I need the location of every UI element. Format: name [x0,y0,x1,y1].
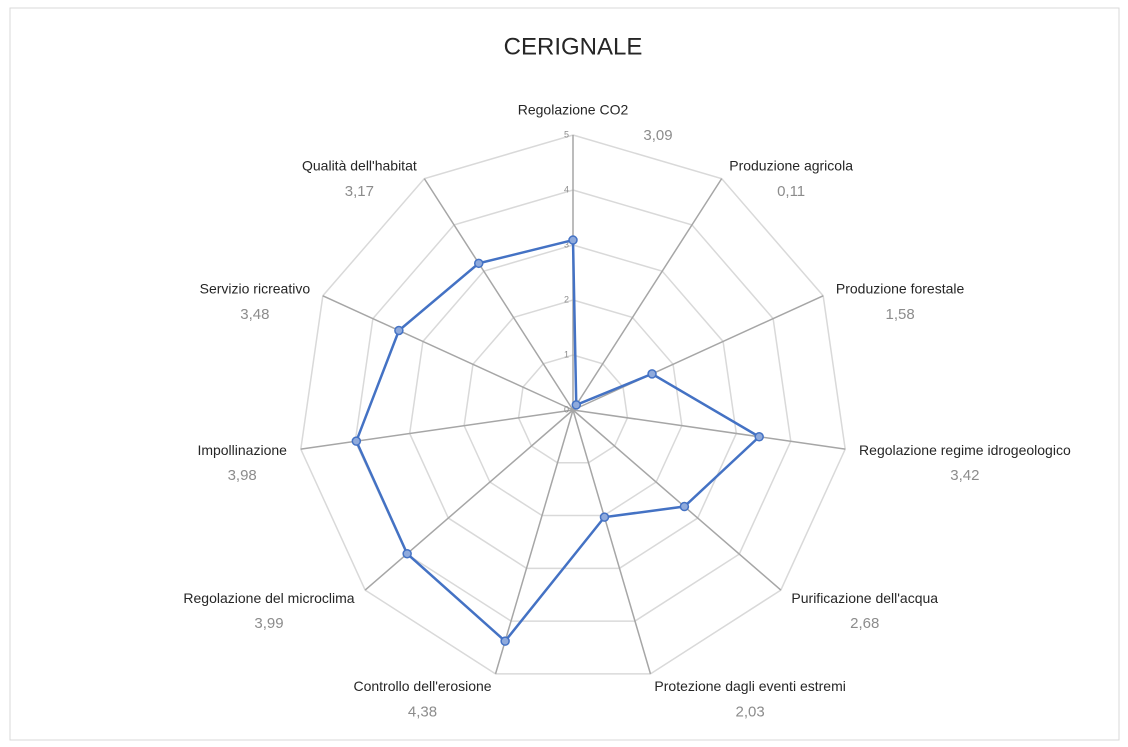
y-tick-label: 2 [564,294,569,304]
value-label: 4,38 [408,703,437,720]
grid-line [408,244,738,570]
chart-frame [9,7,1120,741]
spoke [572,178,723,411]
data-point [402,548,412,559]
category-label: Servizio ricreativo [200,281,311,297]
y-tick-label: 4 [564,184,569,194]
data-point [394,325,404,336]
category-label: Regolazione regime idrogeologico [859,442,1071,458]
category-label: Produzione forestale [836,281,965,297]
spoke [572,409,846,450]
data-point [473,258,484,269]
category-label: Purificazione dell'acqua [791,590,938,606]
category-label: Qualità dell'habitat [302,158,417,174]
data-point [571,400,582,410]
y-tick-label: 0 [564,404,569,414]
value-label: 3,48 [240,306,269,323]
grid-line [517,354,629,464]
spoke [572,409,652,675]
category-label: Regolazione del microclima [183,590,354,606]
data-point [599,512,610,522]
category-label: Impollinazione [197,442,287,458]
value-label: 3,17 [345,183,374,200]
spoke [423,178,574,411]
category-label: Produzione agricola [729,158,853,174]
spoke [364,409,574,591]
category-label: Controllo dell'erosione [353,678,491,694]
value-label: 2,68 [850,615,879,632]
value-label: 2,03 [736,703,765,720]
data-point [647,369,657,379]
value-label: 1,58 [885,306,914,323]
spoke [572,409,782,591]
data-point [568,235,578,245]
series-line [354,238,762,643]
y-tick-label: 3 [564,239,569,249]
value-label: 3,98 [228,467,257,484]
spoke [494,409,574,675]
value-label: 3,42 [950,467,979,484]
y-tick-label: 1 [564,349,569,359]
spoke [322,295,574,411]
value-label: 3,99 [254,615,283,632]
data-point [500,636,510,646]
data-point [679,501,690,512]
spoke [572,295,824,411]
value-label: 0,11 [777,183,805,200]
spoke [300,409,574,450]
chart-title: CERIGNALE [504,33,643,60]
value-label: 3,09 [643,127,672,144]
data-point [754,432,764,442]
y-tick-label: 5 [564,129,569,139]
grid-line [354,189,792,622]
data-point [351,436,362,446]
grid-line [300,134,846,675]
category-label: Regolazione CO2 [518,102,629,118]
grid-line [463,299,683,517]
category-label: Protezione dagli eventi estremi [654,678,845,694]
